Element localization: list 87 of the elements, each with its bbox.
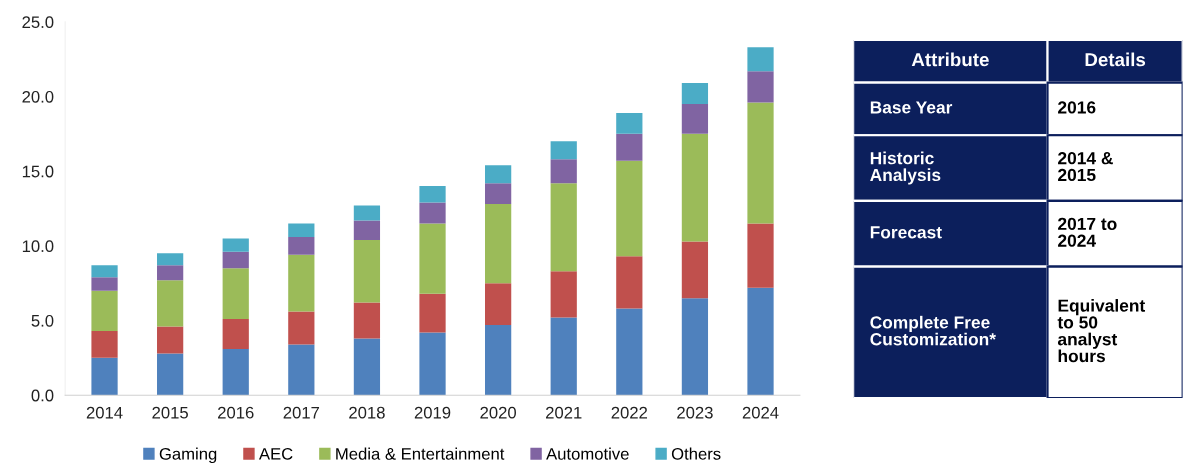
bar <box>550 317 577 396</box>
bar <box>353 220 381 240</box>
bar <box>157 265 184 281</box>
bar <box>419 332 446 396</box>
bar <box>681 298 709 396</box>
x-tick-label: 2017 <box>283 406 320 419</box>
text: Base Year <box>870 101 953 114</box>
text: Details <box>1085 52 1146 67</box>
bar <box>222 251 249 269</box>
x-tick-label: 2014 <box>86 406 123 419</box>
bar <box>419 223 446 294</box>
bar <box>288 254 315 312</box>
x-tick-label: 2020 <box>480 406 517 419</box>
y-tick-label: 5.0 <box>31 314 54 327</box>
x-tick-label: 2022 <box>611 406 648 419</box>
bar <box>288 311 315 345</box>
bar <box>485 165 512 184</box>
bar <box>222 238 249 252</box>
legend-label: Media & Entertainment <box>336 447 505 460</box>
bar <box>550 141 577 160</box>
bar <box>91 330 118 358</box>
bar <box>550 271 577 318</box>
text: Forecast <box>870 226 942 239</box>
bar <box>616 160 643 257</box>
legend-label: Automotive <box>546 447 629 460</box>
x-tick-label: 2023 <box>677 406 713 419</box>
bar <box>419 293 446 333</box>
text: 2017 to 2024 <box>1058 217 1117 247</box>
bar <box>747 287 774 396</box>
bar <box>222 319 249 349</box>
bar <box>747 102 774 224</box>
bar <box>91 357 118 396</box>
bar <box>353 239 381 303</box>
bar <box>616 256 643 309</box>
bar <box>353 302 381 339</box>
bar <box>91 290 118 331</box>
x-tick-label: 2018 <box>349 406 385 419</box>
bar <box>747 47 774 72</box>
bar <box>353 205 381 221</box>
bar <box>288 344 315 396</box>
bar <box>550 183 577 272</box>
bar <box>157 253 184 266</box>
bar <box>616 308 643 396</box>
x-tick-label: 2019 <box>414 406 451 419</box>
bar <box>550 159 577 184</box>
text: Complete Free Customization* <box>870 315 996 346</box>
bar <box>91 277 118 291</box>
bar <box>485 325 512 396</box>
bar <box>222 268 249 320</box>
bar <box>288 223 315 237</box>
legend-label: Gaming <box>159 447 217 464</box>
text: Equivalent to 50 analyst hours <box>1057 299 1146 363</box>
bar <box>419 202 446 224</box>
bar <box>157 280 184 327</box>
bar <box>91 265 118 278</box>
x-tick-label: 2024 <box>742 406 779 419</box>
y-tick-label: 20.0 <box>22 90 54 103</box>
x-tick-label: 2016 <box>218 406 254 419</box>
bar <box>616 112 643 134</box>
text: Historic Analysis <box>870 151 941 185</box>
bar <box>681 133 709 242</box>
y-tick-label: 15.0 <box>22 165 54 178</box>
bar <box>681 103 709 134</box>
y-tick-label: 25.0 <box>22 16 54 29</box>
bar <box>747 223 774 288</box>
text: Attribute <box>911 52 989 67</box>
x-tick-label: 2015 <box>152 406 188 419</box>
bar <box>157 353 184 396</box>
bar <box>353 338 381 396</box>
bar <box>485 183 512 205</box>
text: 2016 <box>1058 101 1096 114</box>
y-tick-label: 10.0 <box>22 240 54 253</box>
bar <box>681 83 709 104</box>
text: 2014 & 2015 <box>1058 152 1113 182</box>
bar <box>485 283 512 326</box>
bar <box>616 133 643 161</box>
bar <box>419 186 446 203</box>
bar <box>288 236 315 255</box>
x-tick-label: 2021 <box>546 406 582 419</box>
bar <box>222 348 249 396</box>
y-tick-label: 0.0 <box>31 389 54 402</box>
bar <box>747 71 774 103</box>
bar <box>157 326 184 354</box>
bar <box>681 241 709 299</box>
legend-label: AEC <box>258 447 293 460</box>
bar <box>485 204 512 284</box>
legend-label: Others <box>671 447 721 460</box>
